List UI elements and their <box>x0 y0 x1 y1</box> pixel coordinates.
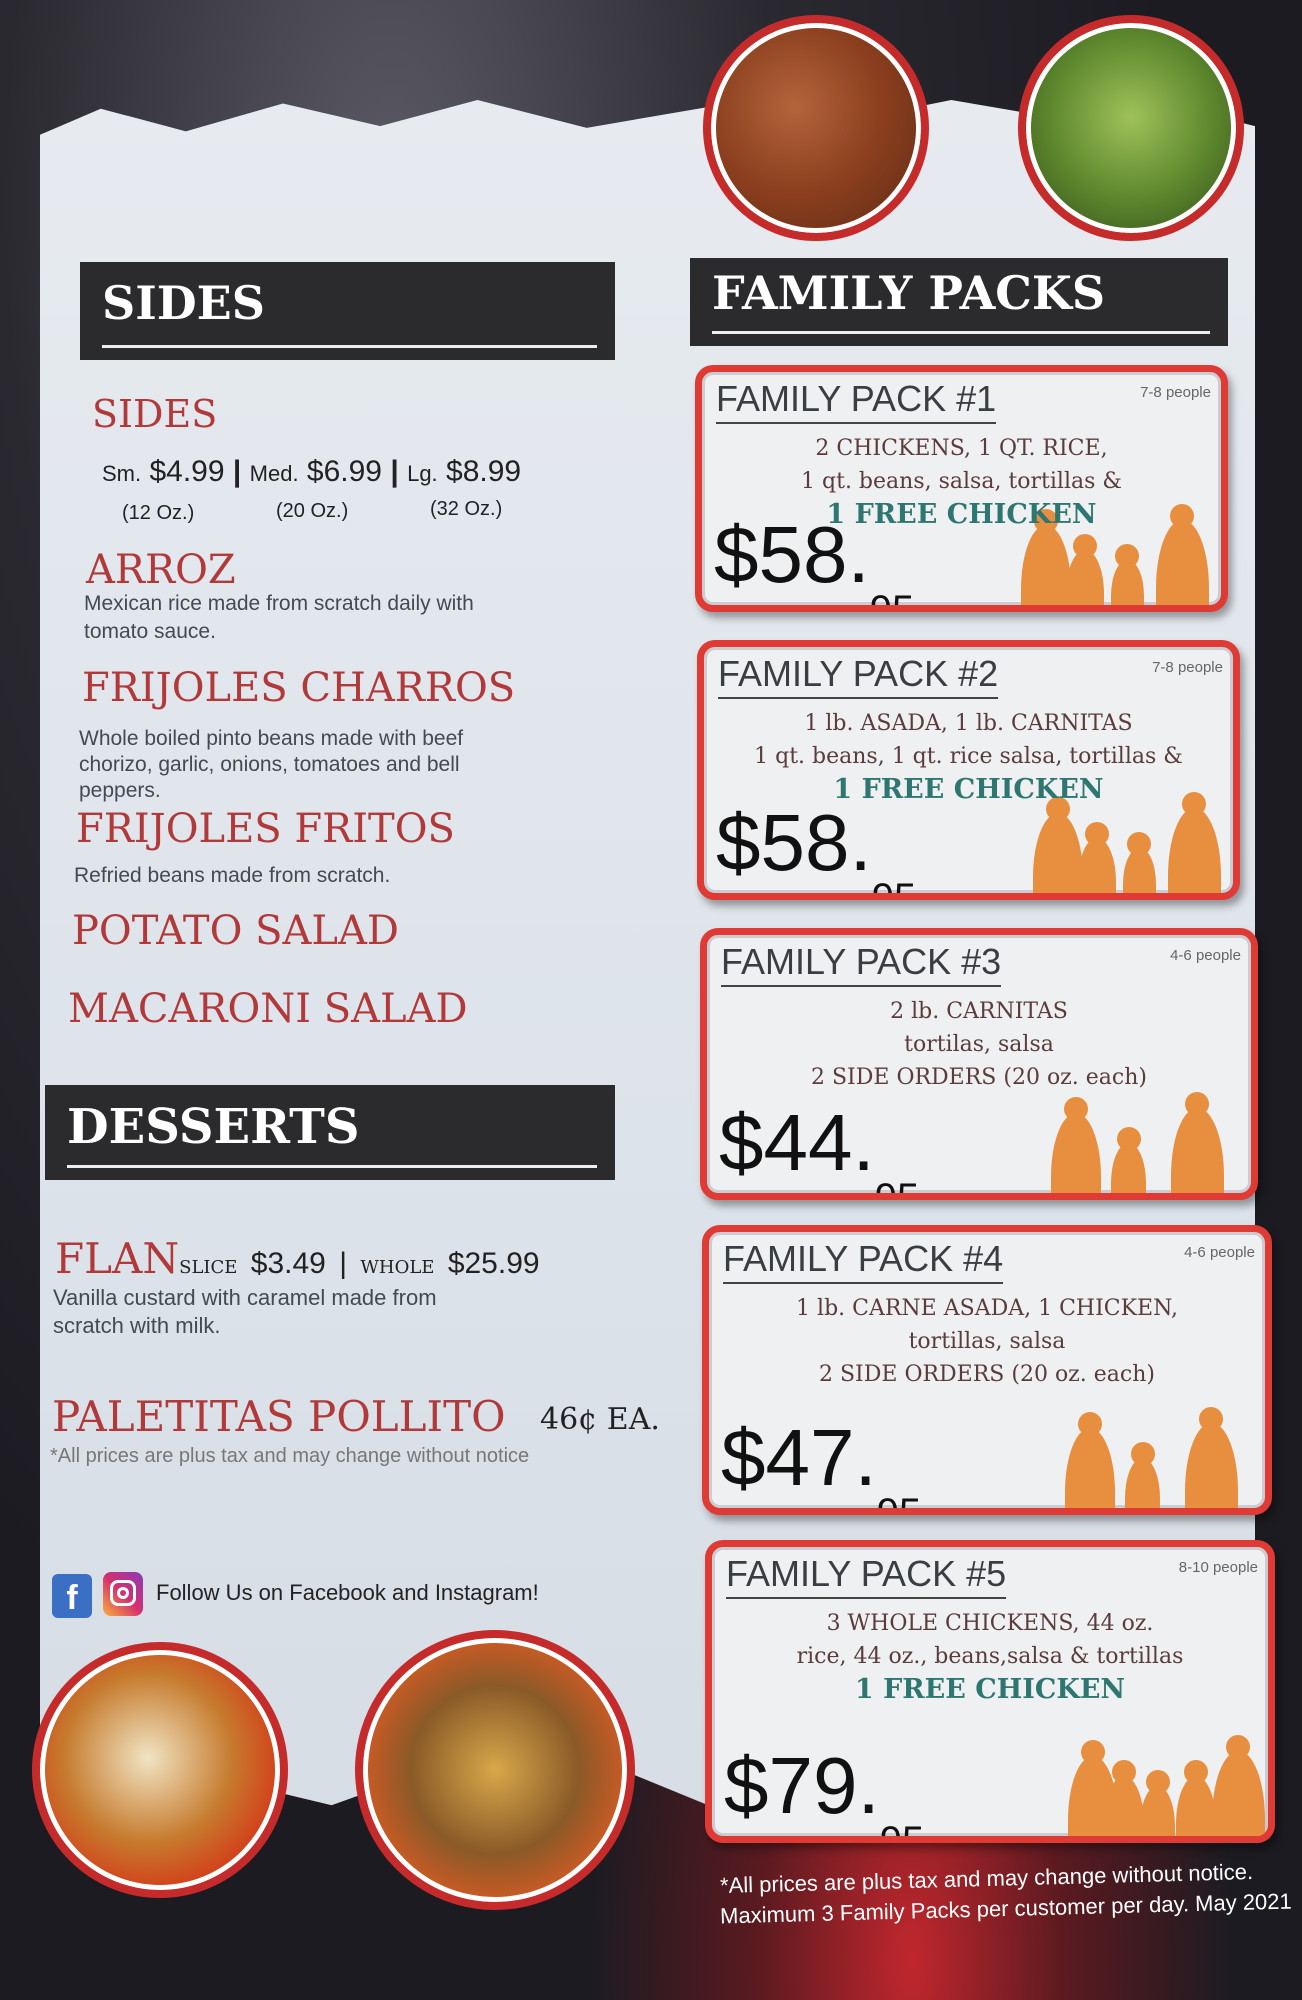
size-label: Lg. <box>407 461 438 486</box>
pack-desc-line: 1 lb. CARNE ASADA, 1 CHICKEN, <box>796 1296 1178 1321</box>
family-pack-card: FAMILY PACK #1 7-8 people 2 CHICKENS, 1 … <box>695 365 1228 612</box>
item-desc: Refried beans made from scratch. <box>74 864 391 887</box>
family-pack-card: FAMILY PACK #2 7-8 people 1 lb. ASADA, 1… <box>697 640 1240 900</box>
price-cents: 95 <box>876 1491 922 1515</box>
size-price: $6.99 <box>306 455 382 488</box>
desserts-header-bar: DESSERTS <box>45 1085 615 1180</box>
pack-desc-line: tortilas, salsa <box>904 1032 1054 1057</box>
family-pack-card: FAMILY PACK #3 4-6 people 2 lb. CARNITAS… <box>700 928 1258 1200</box>
family-packs-header: FAMILY PACKS <box>712 266 1106 320</box>
pack-desc-line: 2 SIDE ORDERS (20 oz. each) <box>819 1362 1155 1387</box>
size-oz: (12 Oz.) <box>122 502 195 524</box>
beans-photo <box>703 15 929 241</box>
price-dollars: $79. <box>724 1741 880 1830</box>
pack-title: FAMILY PACK #1 <box>716 378 997 424</box>
pack-people: 7-8 people <box>1152 659 1223 676</box>
family-pack-card: FAMILY PACK #5 8-10 people 3 WHOLE CHICK… <box>705 1540 1275 1843</box>
tacos-photo <box>355 1630 635 1910</box>
pack-title: FAMILY PACK #2 <box>718 653 999 699</box>
slice-label: SLICE <box>179 1257 238 1278</box>
pack-desc-line: 2 SIDE ORDERS (20 oz. each) <box>811 1065 1147 1090</box>
size-oz: (20 Oz.) <box>276 500 349 522</box>
desserts-note: *All prices are plus tax and may change … <box>50 1445 530 1467</box>
family-pack-card: FAMILY PACK #4 4-6 people 1 lb. CARNE AS… <box>702 1225 1272 1515</box>
slice-price: $3.49 <box>250 1247 326 1280</box>
pack-desc-line: 2 lb. CARNITAS <box>890 999 1068 1024</box>
pack-desc-line: 2 CHICKENS, 1 QT. RICE, <box>815 436 1108 461</box>
free-chicken: 1 FREE CHICKEN <box>833 774 1104 805</box>
pack-people: 8-10 people <box>1178 1559 1258 1576</box>
sides-header: SIDES <box>102 276 265 330</box>
pack-title: FAMILY PACK #3 <box>721 941 1002 987</box>
pack-desc-line: 1 qt. beans, salsa, tortillas & <box>801 469 1122 494</box>
price-dollars: $47. <box>721 1413 877 1502</box>
item-desc: tomato sauce. <box>84 620 216 643</box>
item-desc: Whole boiled pinto beans made with beef <box>79 727 464 750</box>
pack-title: FAMILY PACK #5 <box>726 1553 1007 1599</box>
size-label: Sm. <box>102 461 142 486</box>
price-dollars: $58. <box>716 798 872 887</box>
instagram-icon[interactable] <box>103 1572 143 1616</box>
paletitas-price: 46¢ EA. <box>540 1402 660 1437</box>
flan-photo <box>32 1642 288 1898</box>
pack-price: $47.95+Tax <box>721 1418 947 1509</box>
item-desc: Mexican rice made from scratch daily wit… <box>84 592 474 615</box>
free-chicken: 1 FREE CHICKEN <box>854 1674 1126 1705</box>
desserts-header: DESSERTS <box>67 1099 360 1155</box>
social-text: Follow Us on Facebook and Instagram! <box>156 1580 539 1605</box>
size-oz: (32 Oz.) <box>430 498 503 520</box>
price-cents: 95 <box>879 1819 925 1843</box>
sides-sizes: Sm. $4.99 | Med. $6.99 | Lg. $8.99 <box>102 455 522 488</box>
price-cents: 95 <box>871 876 917 900</box>
item-frijoles-charros: FRIJOLES CHARROS <box>82 665 516 711</box>
pack-people: 7-8 people <box>1140 384 1211 401</box>
free-chicken: 1 FREE CHICKEN <box>826 499 1097 530</box>
item-desc: chorizo, garlic, onions, tomatoes and be… <box>79 753 460 776</box>
item-arroz: ARROZ <box>86 547 236 593</box>
facebook-icon[interactable]: f <box>52 1574 92 1618</box>
item-frijoles-fritos: FRIJOLES FRITOS <box>76 806 455 852</box>
salad-photo <box>1018 15 1244 241</box>
size-price: $4.99 <box>149 455 225 488</box>
price-cents: 95 <box>869 588 915 612</box>
family-packs-header-bar: FAMILY PACKS <box>690 258 1228 346</box>
pack-price: $58.95+Tax <box>716 803 942 894</box>
pack-desc-line: tortillas, salsa <box>908 1329 1066 1354</box>
flan-title: FLANSLICE $3.49 | WHOLE $25.99 <box>55 1234 540 1283</box>
size-price: $8.99 <box>446 455 522 488</box>
pack-desc-line: 3 WHOLE CHICKENS, 44 oz. <box>826 1611 1154 1636</box>
family-figures-icon <box>1068 1726 1265 1836</box>
pack-price: $44.95+Tax <box>719 1103 945 1194</box>
pack-desc-line: 1 lb. ASADA, 1 lb. CARNITAS <box>804 711 1133 736</box>
family-figures-icon <box>1051 1083 1241 1193</box>
price-dollars: $58. <box>714 510 870 599</box>
pack-price: $58.95+Tax <box>714 515 940 606</box>
item-desc: peppers. <box>79 779 161 802</box>
whole-label: WHOLE <box>360 1257 435 1278</box>
price-cents: 95 <box>874 1176 920 1200</box>
price-dollars: $44. <box>719 1098 875 1187</box>
pack-desc-line: 1 qt. beans, 1 qt. rice salsa, tortillas… <box>754 744 1183 769</box>
pack-price: $79.95+Tax <box>724 1746 950 1837</box>
family-figures-icon <box>1021 495 1211 605</box>
item-potato-salad: POTATO SALAD <box>72 908 399 954</box>
pack-desc-line: rice, 44 oz., beans,salsa & tortillas <box>796 1644 1184 1669</box>
size-label: Med. <box>249 461 299 486</box>
sides-header-bar: SIDES <box>80 262 615 360</box>
family-figures-icon <box>1033 783 1223 893</box>
family-figures-icon <box>1065 1398 1255 1508</box>
flan-desc: Vanilla custard with caramel made from <box>53 1285 437 1310</box>
flan-name: FLAN <box>55 1234 180 1283</box>
item-macaroni-salad: MACARONI SALAD <box>68 986 468 1032</box>
pack-people: 4-6 people <box>1184 1244 1255 1261</box>
flan-desc: scratch with milk. <box>53 1313 221 1338</box>
paletitas-title: PALETITAS POLLITO <box>52 1392 506 1441</box>
pack-title: FAMILY PACK #4 <box>723 1238 1004 1284</box>
pack-people: 4-6 people <box>1170 947 1241 964</box>
sides-title: SIDES <box>92 392 218 436</box>
whole-price: $25.99 <box>447 1247 540 1280</box>
